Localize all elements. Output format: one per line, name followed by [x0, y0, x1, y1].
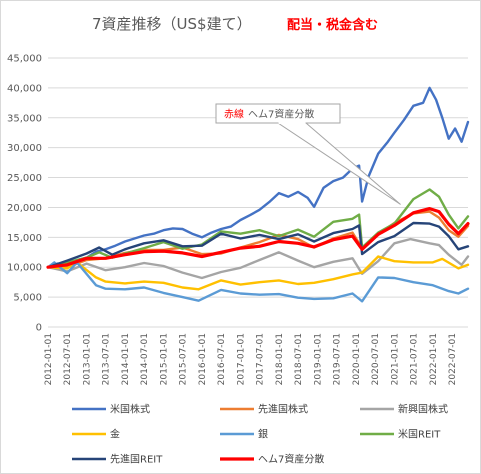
x-tick-label: 2022-01-01: [429, 333, 439, 385]
y-tick-label: 20,000: [7, 203, 42, 214]
y-tick-label: 45,000: [7, 54, 42, 65]
series-line-先進国REIT: [46, 221, 470, 269]
series-line-米国株式: [46, 86, 470, 269]
x-tick-label: 2012-07-01: [63, 333, 73, 385]
annotation-label: ヘム7資産分散: [248, 108, 314, 121]
chart-title: 7資産推移（US$建て）: [92, 15, 252, 33]
legend-entry: 米国REIT: [398, 428, 441, 441]
annotation-box: [215, 103, 341, 124]
series-line-金: [46, 255, 470, 291]
x-tick-label: 2021-01-01: [390, 333, 400, 385]
x-tick-label: 2014-01-01: [121, 333, 131, 385]
legend-entry: 米国株式: [110, 403, 150, 416]
legend-entry: 金: [110, 428, 120, 441]
annotation: 赤線 ヘム7資産分散: [215, 103, 401, 205]
series-lines: [46, 86, 470, 303]
legend-entry: 先進国株式: [258, 403, 308, 416]
series-line-銀: [46, 261, 470, 303]
legend-entry: 新興国株式: [398, 403, 448, 416]
x-tick-label: 2019-01-01: [313, 333, 323, 385]
y-axis-ticks: 0 5,000 10,000 15,000 20,000 25,000 30,000 35,0…: [7, 54, 42, 334]
x-tick-label: 2015-01-01: [159, 333, 169, 385]
series-line-ヘム7資産分散: [46, 207, 470, 269]
legend-entry: ヘム7資産分散: [258, 453, 324, 466]
y-tick-label: 10,000: [7, 263, 42, 274]
x-tick-label: 2016-01-01: [198, 333, 208, 385]
annotation-text: 赤線 ヘム7資産分散: [224, 108, 314, 121]
series-line-新興国株式: [46, 237, 470, 280]
gridlines: [48, 57, 468, 328]
x-tick-label: 2022-07-01: [448, 333, 458, 385]
annotation-label-red: 赤線: [224, 108, 244, 121]
legend-entry: 先進国REIT: [110, 454, 163, 466]
y-tick-label: 40,000: [7, 83, 42, 94]
x-tick-label: 2017-01-01: [236, 333, 246, 385]
y-tick-label: 5,000: [13, 293, 42, 304]
x-tick-label: 2013-01-01: [83, 333, 93, 385]
y-tick-label: 0: [36, 323, 42, 334]
legend-entry: 銀: [258, 428, 268, 441]
x-tick-label: 2013-07-01: [102, 333, 112, 385]
x-tick-label: 2018-01-01: [275, 333, 285, 385]
x-tick-label: 2020-01-01: [352, 333, 362, 385]
x-tick-label: 2014-07-01: [140, 333, 150, 385]
chart-subtitle: 配当・税金含む: [287, 17, 378, 33]
y-tick-label: 35,000: [7, 113, 42, 124]
x-tick-label: 2012-01-01: [44, 333, 54, 385]
y-tick-label: 25,000: [7, 173, 42, 184]
x-axis-ticks: 2012-01-01 2012-07-01 2013-01-01 2013-07-01…: [44, 333, 458, 385]
x-tick-label: 2018-07-01: [294, 333, 304, 385]
y-tick-label: 30,000: [7, 143, 42, 154]
x-tick-label: 2017-07-01: [256, 333, 266, 385]
y-tick-label: 15,000: [7, 233, 42, 244]
x-tick-label: 2021-07-01: [409, 333, 419, 385]
x-tick-label: 2015-07-01: [179, 333, 189, 385]
x-tick-label: 2020-07-01: [371, 333, 381, 385]
x-tick-label: 2019-07-01: [332, 333, 342, 385]
x-tick-label: 2016-07-01: [217, 333, 227, 385]
